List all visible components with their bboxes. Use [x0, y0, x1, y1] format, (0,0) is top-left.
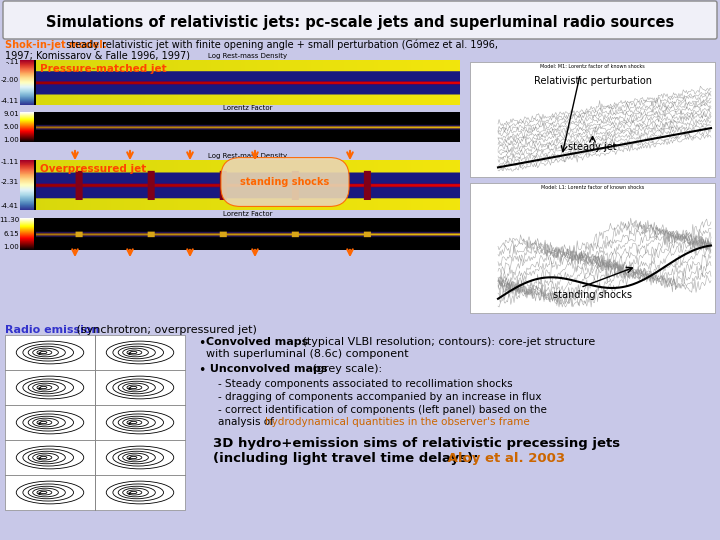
- Text: Log Rest-mass Density: Log Rest-mass Density: [208, 153, 287, 159]
- Text: (synchrotron; overpressured jet): (synchrotron; overpressured jet): [73, 325, 257, 335]
- Text: 1.00: 1.00: [4, 137, 19, 143]
- Text: Lorentz Factor: Lorentz Factor: [223, 211, 273, 217]
- Text: •: •: [198, 364, 205, 377]
- Text: - dragging of components accompanied by an increase in flux: - dragging of components accompanied by …: [218, 392, 541, 402]
- Text: Aloy et al. 2003: Aloy et al. 2003: [443, 452, 565, 465]
- Bar: [5, 335, 185, 510]
- FancyBboxPatch shape: [3, 1, 717, 39]
- Text: (grey scale):: (grey scale):: [309, 364, 382, 374]
- Text: Pressure-matched jet: Pressure-matched jet: [40, 64, 166, 74]
- Text: analysis of: analysis of: [218, 417, 277, 427]
- Text: 5.00: 5.00: [4, 124, 19, 130]
- Text: - correct identification of components (left panel) based on the: - correct identification of components (…: [218, 405, 547, 415]
- Text: 3D hydro+emission sims of relativistic precessing jets: 3D hydro+emission sims of relativistic p…: [213, 437, 620, 450]
- Text: steady jet: steady jet: [568, 142, 617, 152]
- Text: standing shocks: standing shocks: [240, 177, 330, 187]
- Text: with superluminal (8.6c) component: with superluminal (8.6c) component: [206, 349, 409, 359]
- Text: -4.41: -4.41: [1, 203, 19, 209]
- Text: Relativistic perturbation: Relativistic perturbation: [534, 76, 652, 86]
- Text: Model: L1: Lorentz factor of known shocks: Model: L1: Lorentz factor of known shock…: [541, 185, 644, 190]
- Text: 1997; Komissarov & Falle 1996, 1997): 1997; Komissarov & Falle 1996, 1997): [5, 50, 190, 60]
- Text: -2.31: -2.31: [1, 179, 19, 186]
- Text: 1.00: 1.00: [4, 245, 19, 251]
- Text: -.11: -.11: [5, 59, 19, 65]
- Text: Convolved maps: Convolved maps: [206, 337, 308, 347]
- Text: Overpressured jet: Overpressured jet: [40, 164, 146, 174]
- Text: Shok-in-jet model:: Shok-in-jet model:: [5, 40, 107, 50]
- Text: -1.11: -1.11: [1, 159, 19, 165]
- Bar: [20, 112, 460, 142]
- Text: (typical VLBI resolution; contours): core-jet structure: (typical VLBI resolution; contours): cor…: [299, 337, 595, 347]
- Bar: [20, 218, 460, 250]
- Text: Log Rest-mass Density: Log Rest-mass Density: [208, 53, 287, 59]
- Text: - Steady components associated to recollimation shocks: - Steady components associated to recoll…: [218, 379, 513, 389]
- Bar: [20, 160, 460, 210]
- Text: Lorentz Factor: Lorentz Factor: [223, 105, 273, 111]
- Text: Radio emission: Radio emission: [5, 325, 99, 335]
- Bar: [20, 60, 460, 105]
- Text: (including light travel time delays):: (including light travel time delays):: [213, 452, 479, 465]
- Bar: [470, 183, 715, 313]
- Text: 11.30: 11.30: [0, 217, 19, 222]
- Text: -2.00: -2.00: [1, 77, 19, 83]
- Bar: [470, 62, 715, 177]
- Text: steady relativistic jet with finite opening angle + small perturbation (Gómez et: steady relativistic jet with finite open…: [63, 40, 498, 51]
- Text: Simulations of relativistic jets: pc-scale jets and superluminal radio sources: Simulations of relativistic jets: pc-sca…: [46, 15, 674, 30]
- Text: Model: M1: Lorentz factor of known shocks: Model: M1: Lorentz factor of known shock…: [540, 64, 645, 69]
- Text: 9.01: 9.01: [4, 111, 19, 117]
- Text: -4.11: -4.11: [1, 98, 19, 104]
- Text: standing shocks: standing shocks: [553, 289, 632, 300]
- Text: Unconvolved maps: Unconvolved maps: [206, 364, 328, 374]
- Text: •: •: [198, 337, 205, 350]
- Text: hydrodynamical quantities in the observer's frame: hydrodynamical quantities in the observe…: [265, 417, 530, 427]
- Text: 6.15: 6.15: [4, 231, 19, 237]
